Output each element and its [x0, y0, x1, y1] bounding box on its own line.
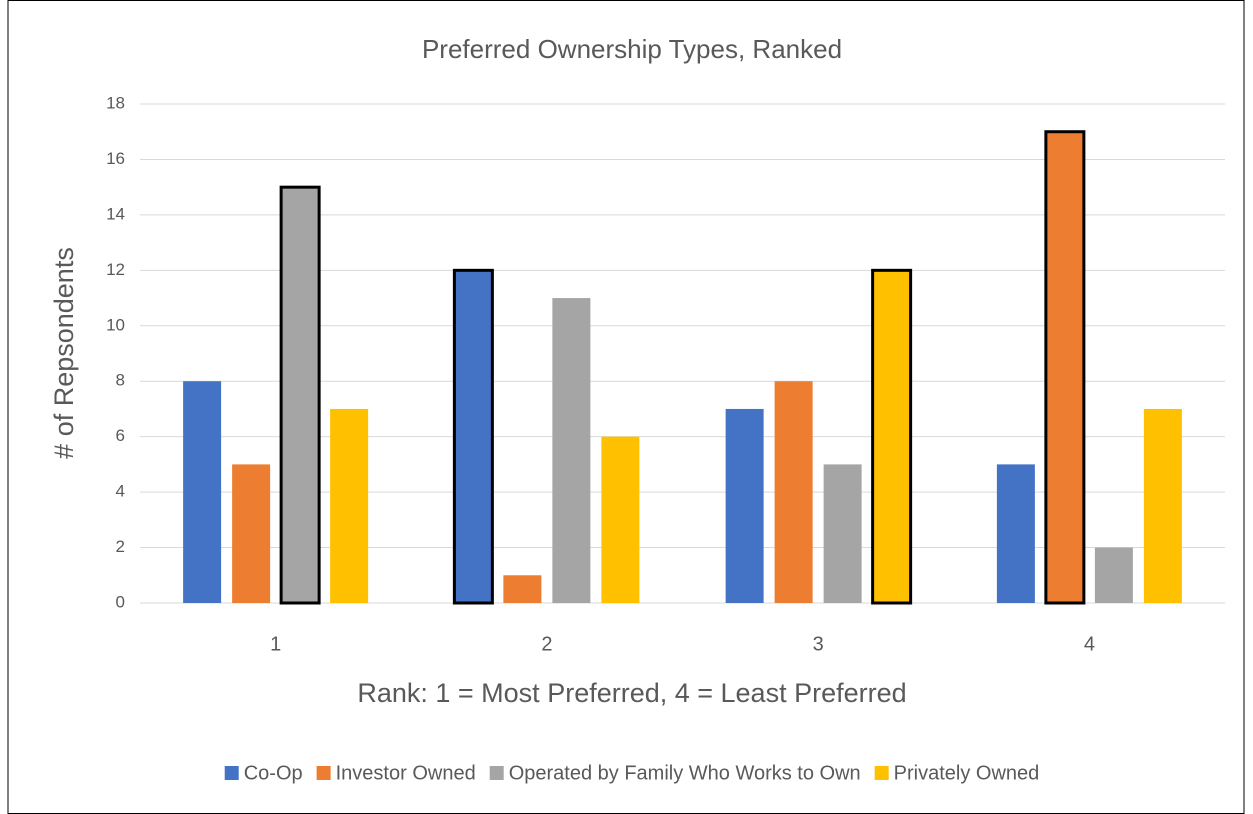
- bar: [183, 381, 222, 603]
- legend-swatch: [874, 766, 889, 780]
- bar: [1044, 130, 1086, 605]
- legend: Co-Op Investor Owned Operated by Family Wh…: [224, 762, 1040, 784]
- legend-swatch: [316, 766, 331, 780]
- bar: [996, 464, 1035, 603]
- legend-swatch: [489, 766, 504, 780]
- bar: [279, 185, 321, 605]
- bar: [452, 268, 494, 605]
- y-tick-label: 4: [116, 482, 125, 501]
- bar: [725, 408, 764, 603]
- y-tick-label: 10: [106, 315, 125, 334]
- bar: [871, 268, 913, 605]
- bar: [1143, 408, 1182, 603]
- legend-label: Investor Owned: [336, 762, 476, 784]
- x-tick-label: 4: [1084, 633, 1095, 655]
- y-tick-label: 18: [106, 93, 125, 112]
- legend-swatch: [224, 766, 239, 780]
- legend-label: Privately Owned: [894, 762, 1040, 784]
- y-tick-label: 0: [116, 592, 125, 611]
- y-tick-label: 6: [116, 426, 125, 445]
- bar: [330, 408, 369, 603]
- y-tick-label: 2: [116, 537, 125, 556]
- y-tick-label: 16: [106, 149, 125, 168]
- chart-title: Preferred Ownership Types, Ranked: [422, 34, 842, 64]
- y-tick-label: 14: [106, 204, 125, 223]
- bar: [1094, 547, 1133, 603]
- bar: [552, 298, 591, 603]
- legend-label: Co-Op: [244, 762, 303, 784]
- bar: [503, 575, 542, 603]
- bar: [601, 436, 640, 603]
- x-tick-label: 2: [541, 633, 552, 655]
- x-tick-label: 3: [813, 633, 824, 655]
- bar: [823, 464, 862, 603]
- x-axis-title: Rank: 1 = Most Preferred, 4 = Least Pref…: [357, 678, 906, 708]
- legend-label: Operated by Family Who Works to Own: [509, 762, 861, 784]
- bar: [232, 464, 271, 603]
- x-tick-label: 1: [270, 633, 281, 655]
- y-tick-label: 12: [106, 260, 125, 279]
- bar: [774, 381, 813, 603]
- y-axis-title: # of Repsondents: [49, 247, 79, 459]
- y-tick-label: 8: [116, 371, 125, 390]
